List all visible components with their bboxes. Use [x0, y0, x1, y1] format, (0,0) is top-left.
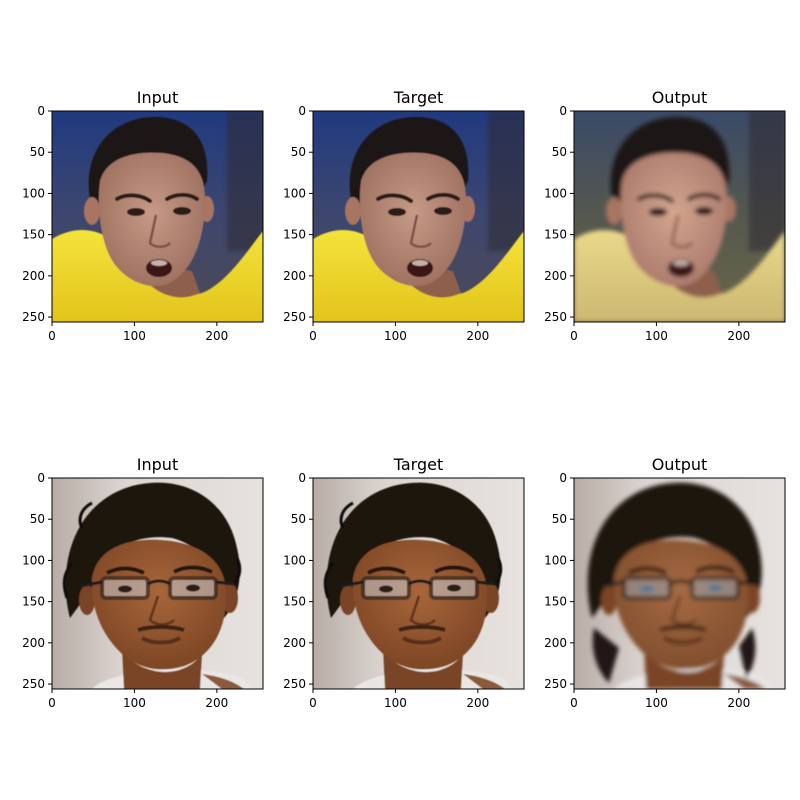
y-tick-label: 250: [544, 677, 567, 691]
x-tick-label: 200: [466, 696, 489, 710]
axes-frame: [312, 110, 525, 323]
face-image: [313, 478, 524, 689]
x-tick-label: 0: [48, 329, 56, 343]
axes-frame: [573, 110, 786, 323]
y-tick-label: 150: [22, 228, 45, 242]
shirt: [313, 230, 524, 322]
y-tick-label: 200: [544, 636, 567, 650]
hair: [587, 482, 762, 618]
y-tick-label: 50: [291, 145, 306, 159]
panel-title: Target: [393, 455, 444, 474]
axes-panel: Target 0 100 200 0 50 100 150 200 250: [283, 455, 525, 710]
y-tick-label: 50: [291, 512, 306, 526]
x-tick-label: 200: [205, 696, 228, 710]
x-tick-label: 0: [309, 696, 317, 710]
y-tick-label: 250: [283, 310, 306, 324]
face: [91, 539, 227, 670]
face: [359, 152, 467, 287]
y-tick-label: 50: [552, 145, 567, 159]
axes-panel: Output 0 100 200 0 50 100 150 200 250: [544, 88, 786, 343]
shirt: [574, 230, 785, 322]
mouth: [140, 636, 182, 645]
mouth: [401, 636, 443, 645]
y-tick-label: 250: [544, 310, 567, 324]
mouth: [662, 636, 704, 645]
x-tick-label: 100: [384, 696, 407, 710]
face-image: [574, 478, 785, 689]
panels: Input 0 100 200 0 50 100 150 200 250 Target 0 100 200…: [22, 88, 786, 710]
hair: [326, 482, 501, 618]
axes-panel: Target 0 100 200 0 50 100 150 200 250: [283, 88, 525, 343]
face: [620, 152, 728, 287]
x-tick-label: 0: [48, 696, 56, 710]
y-tick-label: 100: [283, 553, 306, 567]
hair: [610, 116, 730, 211]
face: [98, 152, 206, 287]
y-tick-label: 150: [544, 595, 567, 609]
panel-title: Output: [652, 88, 708, 107]
x-tick-label: 0: [570, 329, 578, 343]
face-image: [52, 478, 263, 689]
face: [613, 539, 749, 670]
y-tick-label: 0: [37, 104, 45, 118]
y-tick-label: 0: [559, 471, 567, 485]
panel-title: Input: [137, 455, 178, 474]
x-tick-label: 100: [123, 696, 146, 710]
panel-title: Input: [137, 88, 178, 107]
y-tick-label: 150: [22, 595, 45, 609]
x-tick-label: 0: [570, 696, 578, 710]
y-tick-label: 50: [552, 512, 567, 526]
panel-title: Target: [393, 88, 444, 107]
face-image: [574, 111, 785, 322]
y-tick-label: 0: [298, 104, 306, 118]
face-image: [52, 111, 263, 322]
y-tick-label: 150: [283, 228, 306, 242]
hair: [88, 116, 208, 211]
y-tick-label: 0: [37, 471, 45, 485]
axes-frame: [51, 110, 264, 323]
x-tick-label: 100: [645, 696, 668, 710]
y-tick-label: 100: [22, 186, 45, 200]
x-tick-label: 0: [309, 329, 317, 343]
x-tick-label: 100: [645, 329, 668, 343]
axes-panel: Input 0 100 200 0 50 100 150 200 250: [22, 88, 264, 343]
y-tick-label: 100: [22, 553, 45, 567]
y-tick-label: 50: [30, 512, 45, 526]
x-tick-label: 200: [727, 696, 750, 710]
x-tick-label: 200: [205, 329, 228, 343]
x-tick-label: 200: [727, 329, 750, 343]
x-tick-label: 100: [123, 329, 146, 343]
axes-panel: Output 0 100 200 0 50 100 150 200 250: [544, 455, 786, 710]
axes-frame: [312, 477, 525, 690]
y-tick-label: 150: [544, 228, 567, 242]
panel-title: Output: [652, 455, 708, 474]
y-tick-label: 200: [283, 636, 306, 650]
axes-panel: Input 0 100 200 0 50 100 150 200 250: [22, 455, 264, 710]
y-tick-label: 250: [22, 310, 45, 324]
hair: [349, 116, 469, 211]
y-tick-label: 200: [544, 269, 567, 283]
hair: [65, 482, 240, 618]
y-tick-label: 250: [22, 677, 45, 691]
y-tick-label: 100: [544, 186, 567, 200]
x-tick-label: 200: [466, 329, 489, 343]
y-tick-label: 50: [30, 145, 45, 159]
y-tick-label: 200: [283, 269, 306, 283]
face-image: [313, 111, 524, 322]
y-tick-label: 100: [283, 186, 306, 200]
y-tick-label: 200: [22, 269, 45, 283]
y-tick-label: 150: [283, 595, 306, 609]
y-tick-label: 0: [298, 471, 306, 485]
axes-frame: [51, 477, 264, 690]
face: [352, 539, 488, 670]
y-tick-label: 250: [283, 677, 306, 691]
y-tick-label: 200: [22, 636, 45, 650]
y-tick-label: 100: [544, 553, 567, 567]
y-tick-label: 0: [559, 104, 567, 118]
shirt: [52, 230, 263, 322]
axes-frame: [573, 477, 786, 690]
x-tick-label: 100: [384, 329, 407, 343]
